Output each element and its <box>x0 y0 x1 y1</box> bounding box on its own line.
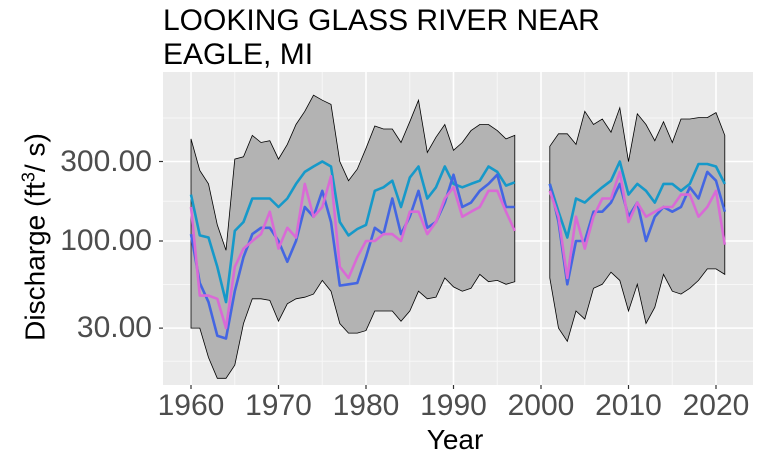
x-tick-label: 2020 <box>682 389 750 422</box>
chart-title-line-2: EAGLE, MI <box>163 38 314 71</box>
y-axis-label-sup: 3 <box>18 172 39 183</box>
cyan-series-line-2 <box>548 160 726 239</box>
series-lines <box>189 160 727 340</box>
x-tick-label: 1960 <box>157 389 225 422</box>
x-tick-label: 1990 <box>420 389 487 422</box>
y-axis-label-prefix: Discharge (ft <box>19 182 51 341</box>
y-tick-label: 30.00 <box>76 311 152 345</box>
x-axis-label: Year <box>426 424 484 455</box>
x-tick-label: 1970 <box>245 389 312 422</box>
y-axis-label: Discharge (ft3/ s) <box>18 133 51 341</box>
x-tick-label: 1980 <box>332 389 400 422</box>
range-band-2 <box>549 106 726 343</box>
cyan-series-line-1 <box>189 160 516 304</box>
magenta-series-line-2 <box>548 170 727 280</box>
x-tick-label: 2000 <box>507 389 575 422</box>
y-tick-label: 300.00 <box>60 144 152 178</box>
chart-title-line-1: LOOKING GLASS RIVER NEAR <box>163 4 600 37</box>
blue-series-line-1 <box>189 173 515 340</box>
y-axis-label-suffix: / s) <box>19 133 51 173</box>
range-band-1 <box>190 94 516 379</box>
magenta-series-line-1 <box>189 174 516 330</box>
y-tick-label: 100.00 <box>60 224 152 257</box>
confidence-bands <box>190 94 726 379</box>
x-tick-label: 2010 <box>595 389 662 422</box>
axis-ticks <box>159 160 717 389</box>
